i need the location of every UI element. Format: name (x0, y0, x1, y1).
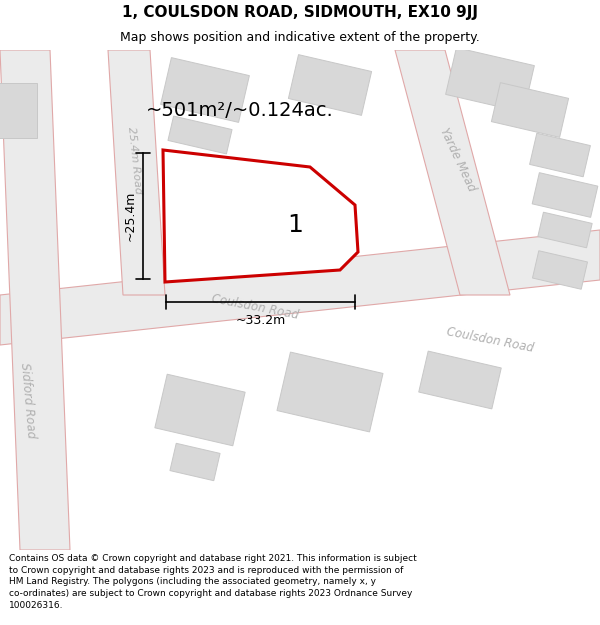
Polygon shape (0, 82, 37, 138)
Polygon shape (170, 443, 220, 481)
Text: Map shows position and indicative extent of the property.: Map shows position and indicative extent… (120, 31, 480, 44)
Polygon shape (161, 58, 250, 122)
Text: ~501m²/~0.124ac.: ~501m²/~0.124ac. (146, 101, 334, 119)
Polygon shape (532, 251, 587, 289)
Text: Sidford Road: Sidford Road (18, 362, 38, 438)
Polygon shape (163, 150, 358, 282)
Polygon shape (108, 50, 165, 295)
Text: 1, COULSDON ROAD, SIDMOUTH, EX10 9JJ: 1, COULSDON ROAD, SIDMOUTH, EX10 9JJ (122, 5, 478, 20)
Polygon shape (0, 50, 70, 550)
Polygon shape (395, 50, 510, 295)
Polygon shape (419, 351, 501, 409)
Polygon shape (491, 82, 569, 138)
Polygon shape (532, 173, 598, 218)
Polygon shape (530, 133, 590, 177)
Polygon shape (289, 54, 371, 116)
Text: Coulsdon Road: Coulsdon Road (211, 292, 299, 322)
Text: Contains OS data © Crown copyright and database right 2021. This information is : Contains OS data © Crown copyright and d… (9, 554, 417, 610)
Text: ~25.4m: ~25.4m (124, 191, 137, 241)
Text: Yarde Mead: Yarde Mead (437, 126, 478, 194)
Polygon shape (277, 352, 383, 432)
Polygon shape (538, 213, 592, 248)
Text: Coulsdon Road: Coulsdon Road (445, 325, 535, 355)
Polygon shape (168, 116, 232, 154)
Polygon shape (446, 48, 535, 112)
Polygon shape (155, 374, 245, 446)
Text: 1: 1 (287, 213, 303, 237)
Text: ~33.2m: ~33.2m (235, 314, 286, 327)
Text: 25.4m Road: 25.4m Road (127, 126, 143, 194)
Polygon shape (0, 230, 600, 345)
